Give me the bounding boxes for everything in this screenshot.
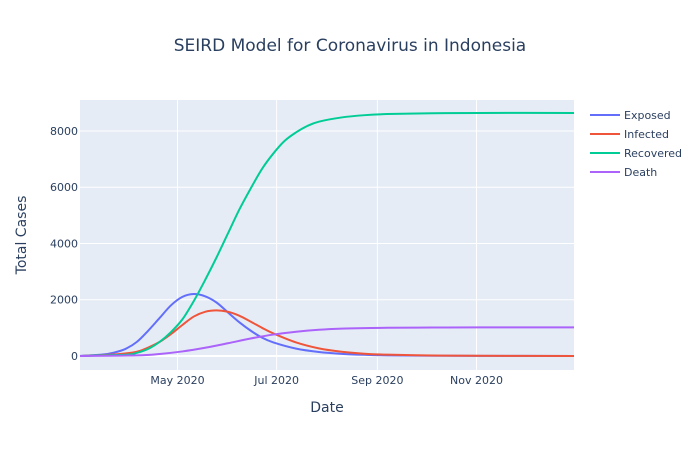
y-tick-label: 8000 [50,125,78,138]
x-axis-title: Date [310,400,343,416]
x-tick-label: May 2020 [150,374,204,387]
legend-label-exposed[interactable]: Exposed [624,109,671,122]
legend-label-recovered[interactable]: Recovered [624,147,682,160]
y-tick-label: 6000 [50,181,78,194]
x-tick-label: Sep 2020 [351,374,403,387]
x-tick-label: Nov 2020 [450,374,503,387]
series-line-recovered[interactable] [79,111,575,357]
y-tick-label: 2000 [50,294,78,307]
y-tick-label: 4000 [50,237,78,250]
legend-label-death[interactable]: Death [624,166,657,179]
y-axis-ticks: 0 2000 4000 6000 8000 [50,125,78,363]
series-line-death[interactable] [79,326,575,357]
plot-background [80,100,574,370]
chart-title: SEIRD Model for Coronavirus in Indonesia [174,36,526,56]
y-tick-label: 0 [71,350,78,363]
legend-label-infected[interactable]: Infected [624,128,669,141]
x-axis-ticks: May 2020 Jul 2020 Sep 2020 Nov 2020 [150,374,503,387]
y-axis-title: Total Cases [14,196,30,276]
legend: Exposed Infected Recovered Death [590,109,682,179]
series-lines [79,111,575,357]
x-tick-label: Jul 2020 [253,374,299,387]
